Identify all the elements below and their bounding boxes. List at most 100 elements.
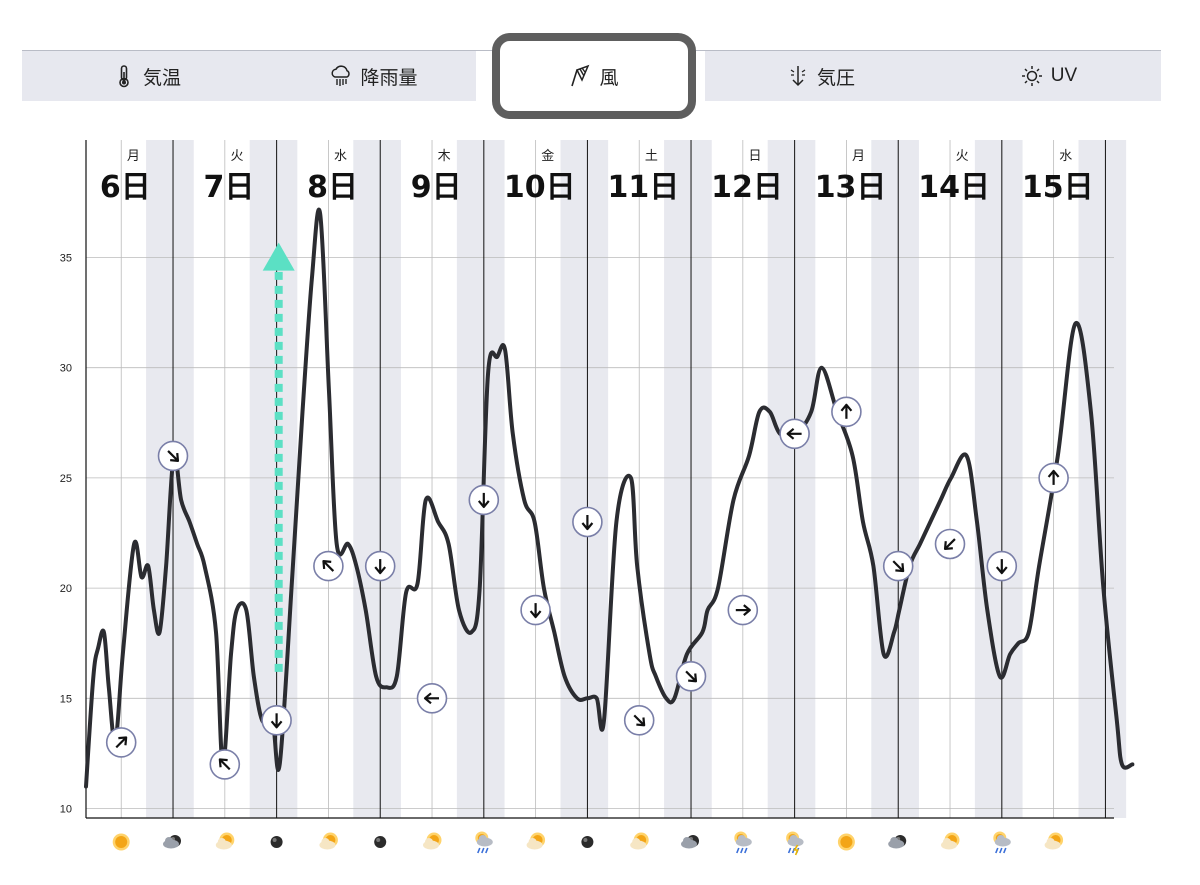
cloud-puff: [943, 838, 951, 846]
weekday-label: 土: [645, 149, 658, 164]
arrow-head: [688, 673, 698, 683]
wind-arrow-icon: [943, 538, 956, 551]
arrow-shaft: [323, 561, 335, 572]
wind-direction-marker: [727, 594, 759, 626]
weather-sun-icon: [112, 833, 130, 851]
y-tick-label: 10: [60, 804, 72, 816]
highlight-arrow-head: [262, 242, 295, 271]
arrow-head: [529, 610, 542, 619]
arrow-head: [270, 720, 283, 729]
date-label: 13日: [815, 170, 887, 205]
arrow-shaft: [892, 560, 904, 572]
wind-arrow-icon: [115, 736, 128, 749]
wind-arrow-icon: [892, 560, 905, 573]
windsock-icon: [569, 64, 591, 88]
cloud-puff: [1046, 838, 1055, 846]
wind-arrow-icon: [270, 713, 283, 729]
arrow-shaft: [944, 538, 956, 550]
tab-uv[interactable]: UV: [937, 51, 1161, 101]
moon-disc: [270, 836, 283, 848]
weekday-label: 木: [438, 149, 451, 164]
cloud-puff: [890, 837, 899, 845]
tab-rainfall[interactable]: 降雨量: [272, 51, 476, 101]
wind-arrow-icon: [423, 692, 439, 705]
lightning-bolt: [793, 844, 799, 856]
weekday-label: 火: [230, 149, 243, 164]
arrow-head: [477, 500, 490, 508]
wind-direction-marker: [882, 550, 914, 582]
date-label: 14日: [918, 170, 990, 205]
tab-wind[interactable]: 風: [492, 33, 696, 119]
wind-arrow-icon: [529, 603, 542, 619]
tab-pressure[interactable]: 気圧: [705, 51, 937, 101]
rain-drop: [477, 847, 481, 854]
y-tick-label: 25: [60, 473, 72, 485]
wind-direction-marker: [364, 550, 396, 582]
tab-label: 気温: [142, 67, 181, 89]
wind-arrow-icon: [786, 427, 802, 440]
arrow-head: [636, 717, 646, 727]
weather-icon-row: [112, 831, 1064, 856]
date-label: 6日: [100, 170, 151, 205]
date-label: 15日: [1022, 170, 1094, 205]
y-tick-label: 30: [60, 363, 72, 375]
y-tick-label: 35: [60, 253, 72, 265]
rain-drop: [740, 847, 744, 854]
arrow-head: [118, 736, 128, 746]
cloud-puff: [321, 838, 330, 846]
wind-arrow-icon: [995, 559, 1008, 575]
wind-direction-marker: [468, 484, 500, 516]
weekday-label: 水: [1059, 149, 1072, 164]
arrow-head: [895, 563, 905, 573]
night-stripe: [560, 140, 609, 818]
wind-direction-marker: [416, 682, 448, 714]
arrow-shaft: [685, 670, 697, 682]
wind-arrow-icon: [685, 670, 698, 683]
y-tick-label: 20: [60, 583, 72, 595]
rain-drop: [481, 847, 485, 854]
arrow-head: [170, 452, 180, 462]
tab-temperature[interactable]: 気温: [22, 51, 272, 101]
weather-sun-icon: [837, 833, 855, 851]
arrow-head: [322, 560, 332, 570]
night-stripe: [767, 140, 816, 818]
arrow-shaft: [633, 714, 645, 726]
sun-disc: [840, 836, 853, 848]
wind-arrow-icon: [735, 604, 751, 616]
cloud-puff: [165, 837, 173, 845]
weekday-label: 水: [334, 149, 347, 164]
night-stripe: [664, 140, 712, 818]
wind-direction-marker: [623, 704, 655, 736]
weekday-label: 月: [852, 149, 865, 164]
moon-crater: [376, 838, 381, 842]
night-stripe: [974, 140, 1023, 818]
weather-cloud-moon-icon: [681, 835, 699, 849]
weather-sun-cloud-icon: [215, 832, 235, 850]
weather-sun-cloud-icon: [319, 832, 338, 850]
rain-cloud-icon: [330, 64, 352, 88]
arrow-shaft: [167, 450, 179, 461]
night-stripe: [871, 140, 919, 818]
arrow-head: [581, 522, 594, 531]
weekday-label: 日: [748, 149, 761, 164]
moon-disc: [374, 836, 387, 848]
wind-arrow-icon: [322, 560, 335, 572]
weekday-label: 月: [127, 149, 140, 164]
wind-direction-marker: [261, 704, 292, 736]
rain-drop: [787, 847, 792, 854]
date-label: 9日: [411, 170, 462, 205]
date-label: 8日: [307, 170, 358, 205]
wind-direction-marker: [157, 440, 189, 472]
wind-arrow-icon: [1047, 469, 1060, 485]
date-label: 10日: [504, 170, 576, 205]
tab-label: 気圧: [816, 67, 855, 89]
weather-rain-icon: [993, 831, 1011, 854]
wind-arrow-icon: [840, 403, 853, 419]
tab-label: 風: [599, 67, 619, 89]
rain-drop: [485, 847, 489, 854]
weather-moon-icon: [374, 836, 387, 848]
moon-crater: [272, 838, 277, 842]
weather-sun-cloud-icon: [1044, 832, 1064, 850]
arrow-head: [1047, 469, 1060, 478]
